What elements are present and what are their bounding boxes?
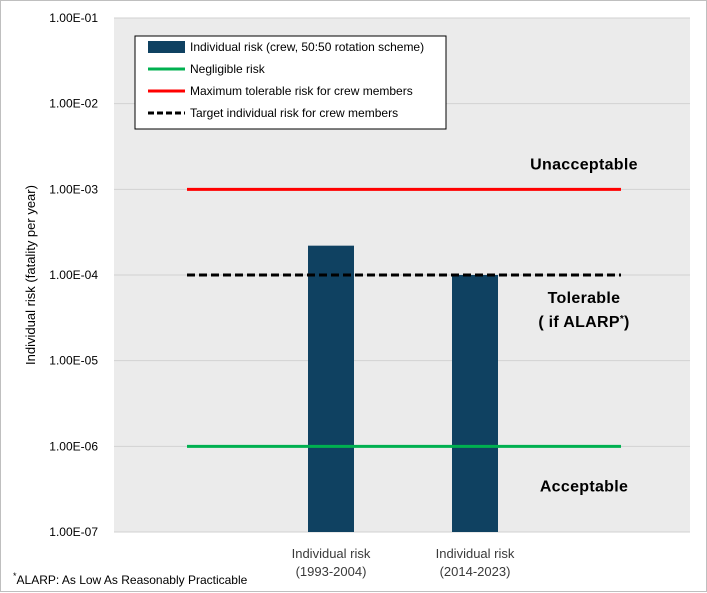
- footnote: *ALARP: As Low As Reasonably Practicable: [13, 571, 248, 587]
- y-tick-label: 1.00E-05: [49, 354, 98, 368]
- legend-label: Individual risk (crew, 50:50 rotation sc…: [190, 40, 424, 54]
- y-tick-labels: 1.00E-07 1.00E-06 1.00E-05 1.00E-04 1.00E-03…: [49, 11, 98, 539]
- zone-label: Tolerable: [548, 290, 621, 307]
- y-tick-label: 1.00E-04: [49, 268, 98, 282]
- bar: [452, 275, 498, 532]
- zone-label: Acceptable: [540, 478, 628, 495]
- y-tick-label: 1.00E-03: [49, 182, 98, 196]
- reference-lines: [187, 187, 621, 448]
- legend-label: Negligible risk: [190, 62, 266, 76]
- y-tick-label: 1.00E-06: [49, 439, 98, 453]
- bars: [308, 245, 498, 533]
- zone-label: ( if ALARP*): [538, 314, 629, 332]
- y-axis-label: Individual risk (fatality per year): [23, 185, 38, 365]
- zone-annotations: Unacceptable Tolerable ( if ALARP*) Accepta…: [530, 157, 638, 496]
- category-labels: Individual risk (1993-2004) Individual ris…: [292, 546, 515, 579]
- y-tick-label: 1.00E-02: [49, 97, 98, 111]
- legend-box: [134, 35, 447, 130]
- y-tick-label: 1.00E-01: [49, 11, 98, 25]
- category-label: Individual risk: [436, 546, 515, 561]
- category-label: Individual risk: [292, 546, 371, 561]
- legend-swatch: [148, 41, 185, 53]
- zone-label: Unacceptable: [530, 157, 638, 174]
- legend: Individual risk (crew, 50:50 rotation sc…: [134, 35, 447, 130]
- bar: [308, 245, 354, 533]
- category-label: (1993-2004): [296, 564, 367, 579]
- y-tick-label: 1.00E-07: [49, 525, 98, 539]
- legend-label: Target individual risk for crew members: [190, 106, 398, 120]
- category-label: (2014-2023): [440, 564, 511, 579]
- legend-label: Maximum tolerable risk for crew members: [190, 84, 413, 98]
